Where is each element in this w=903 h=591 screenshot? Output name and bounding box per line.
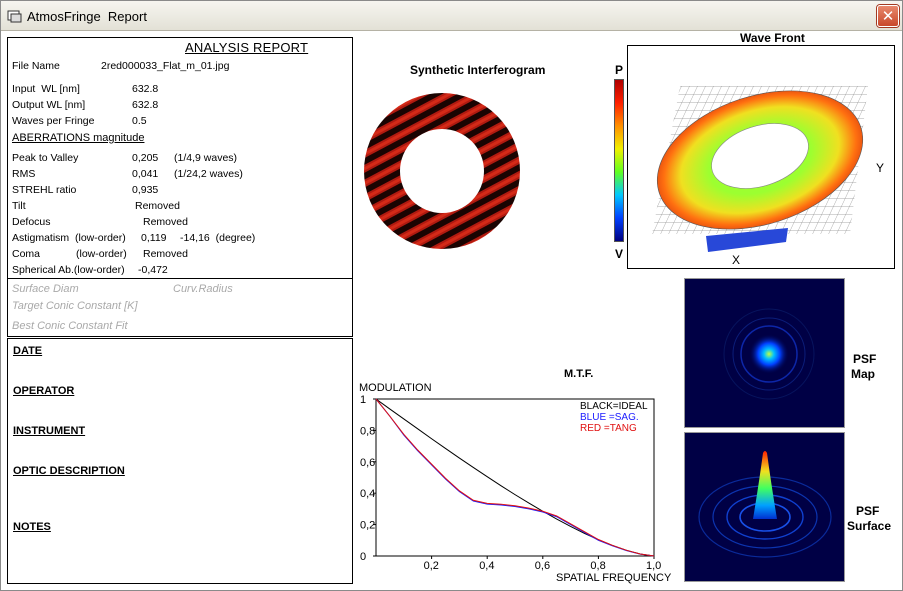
colorbar — [614, 79, 624, 242]
file-name-value: 2red000033_Flat_m_01.jpg — [101, 60, 230, 72]
waves-per-fringe-value: 0.5 — [132, 115, 147, 127]
mtf-x-tick-label: 0,6 — [535, 560, 550, 572]
colorbar-bottom-label: V — [615, 247, 624, 261]
mtf-y-tick-label: 0 — [360, 551, 366, 563]
mtf-series-line-2 — [375, 398, 655, 557]
mtf-legend-red: RED =TANG — [580, 423, 637, 434]
psf-surface-label-2: Surface — [847, 519, 892, 533]
wavefront-y-axis: Y — [876, 161, 884, 175]
ptv-waves: (1/4,9 waves) — [174, 152, 238, 164]
mtf-series-group — [375, 398, 655, 557]
date-label: DATE — [13, 345, 43, 357]
astigmatism-label: Astigmatism (low-order) — [12, 232, 126, 244]
mtf-title: M.T.F. — [564, 368, 593, 380]
optic-description-label: OPTIC DESCRIPTION — [13, 465, 125, 477]
mtf-series-line-1 — [375, 398, 655, 557]
operator-label: OPERATOR — [13, 385, 75, 397]
info-panel: DATE OPERATOR INSTRUMENT OPTIC DESCRIPTI… — [7, 338, 353, 584]
coma-label: Coma — [12, 248, 41, 260]
defocus-label: Defocus — [12, 216, 51, 228]
mtf-x-tick-label: 0,4 — [479, 560, 494, 572]
astigmatism-angle: -14,16 (degree) — [180, 232, 256, 244]
mtf-x-axis-label: SPATIAL FREQUENCY — [556, 572, 672, 584]
mtf-tick-group: 0 0,2 0,4 0,6 0,8 1 0,2 0,4 0,6 0,8 1,0 — [360, 394, 661, 572]
mtf-y-tick-label: 0,4 — [360, 488, 375, 500]
wavefront-plot: Y X — [627, 45, 895, 269]
astigmatism-value: 0,119 — [141, 232, 167, 244]
wavefront-shadow — [706, 228, 788, 252]
strehl-value: 0,935 — [132, 184, 159, 196]
psf-surface — [684, 432, 845, 582]
interferogram-hole — [400, 129, 484, 213]
wavefront-hole — [711, 123, 809, 189]
app-icon — [7, 10, 22, 23]
psf-peak — [753, 451, 777, 519]
tilt-value: Removed — [135, 200, 180, 212]
close-button[interactable]: ✕ — [877, 5, 899, 27]
mtf-legend-blue: BLUE =SAG. — [580, 412, 639, 423]
surface-diam-label: Surface Diam — [12, 283, 79, 295]
mtf-y-tick-label: 0,2 — [360, 520, 375, 532]
mtf-x-tick-label: 1,0 — [646, 560, 661, 572]
rms-waves: (1/24,2 waves) — [174, 168, 243, 180]
psf-map — [684, 278, 845, 428]
coma-order: (low-order) — [76, 248, 127, 260]
curv-radius-label: Curv.Radius — [173, 283, 233, 295]
wavefront-surface: Y X — [652, 86, 884, 267]
coma-value: Removed — [143, 248, 188, 260]
psf-surface-label-1: PSF — [856, 504, 880, 518]
file-name-label: File Name — [12, 60, 60, 72]
ptv-label: Peak to Valley — [12, 152, 79, 164]
instrument-label: INSTRUMENT — [13, 425, 86, 437]
ptv-value: 0,205 — [132, 152, 159, 164]
report-title: ANALYSIS REPORT — [185, 40, 309, 55]
psf-surface-image — [698, 451, 832, 558]
psf-map-label-1: PSF — [853, 352, 877, 366]
mtf-x-tick-label: 0,2 — [424, 560, 439, 572]
rms-value: 0,041 — [132, 168, 159, 180]
psf-map-label-2: Map — [851, 367, 875, 381]
spherical-label: Spherical Ab.(low-order) — [12, 264, 125, 276]
strehl-label: STREHL ratio — [12, 184, 77, 196]
wavefront-title: Wave Front — [740, 31, 805, 45]
mtf-x-tick-label: 0,8 — [590, 560, 605, 572]
spherical-value: -0,472 — [138, 264, 168, 276]
analysis-report-panel: ANALYSIS REPORT File Name 2red000033_Fla… — [7, 37, 353, 337]
interferogram-title: Synthetic Interferogram — [410, 63, 546, 77]
title-bar[interactable]: AtmosFringe Report ✕ — [1, 1, 902, 31]
notes-label: NOTES — [13, 521, 51, 533]
mtf-chart: M.T.F. MODULATION SPATIAL FREQUENCY BLAC… — [359, 368, 672, 584]
input-wl-label: Input WL [nm] — [12, 83, 80, 95]
input-wl-value: 632.8 — [132, 83, 159, 95]
window-title: AtmosFringe Report — [27, 9, 147, 24]
rms-label: RMS — [12, 168, 36, 180]
output-wl-label: Output WL [nm] — [12, 99, 86, 111]
mtf-plot-frame — [375, 398, 655, 557]
psf-map-image — [723, 308, 815, 400]
mtf-y-tick-label: 0,8 — [360, 425, 375, 437]
target-conic-label: Target Conic Constant [K] — [12, 300, 138, 312]
mtf-y-axis-label: MODULATION — [359, 382, 432, 394]
aberrations-heading: ABERRATIONS magnitude — [12, 132, 145, 144]
colorbar-top-label: P — [615, 63, 624, 77]
wavefront-x-axis: X — [732, 253, 740, 267]
close-icon: ✕ — [881, 7, 895, 25]
tilt-label: Tilt — [12, 200, 26, 212]
waves-per-fringe-label: Waves per Fringe — [12, 115, 95, 127]
defocus-value: Removed — [143, 216, 188, 228]
mtf-y-tick-label: 1 — [360, 394, 366, 406]
report-divider — [8, 278, 352, 279]
best-conic-label: Best Conic Constant Fit — [12, 320, 128, 332]
mtf-y-tick-label: 0,6 — [360, 457, 375, 469]
synthetic-interferogram — [364, 93, 520, 249]
mtf-legend-black: BLACK=IDEAL — [580, 401, 648, 412]
output-wl-value: 632.8 — [132, 99, 159, 111]
report-content: ANALYSIS REPORT File Name 2red000033_Fla… — [1, 31, 902, 590]
